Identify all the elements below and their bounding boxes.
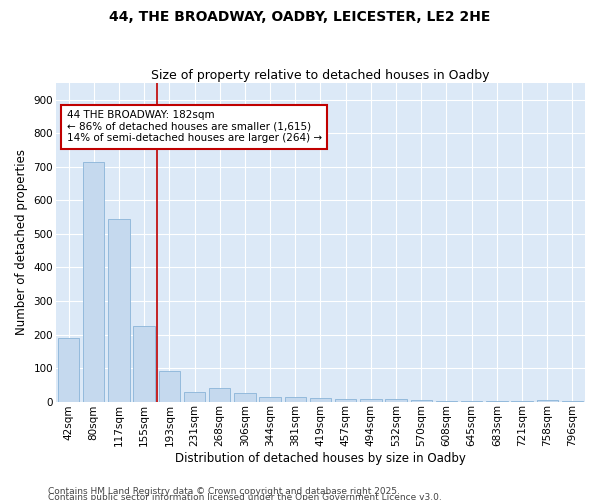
Bar <box>58 338 79 402</box>
Bar <box>360 399 382 402</box>
Bar <box>259 397 281 402</box>
Bar <box>310 398 331 402</box>
Bar <box>83 162 104 402</box>
X-axis label: Distribution of detached houses by size in Oadby: Distribution of detached houses by size … <box>175 452 466 465</box>
Bar <box>335 399 356 402</box>
Bar <box>436 401 457 402</box>
Bar <box>133 326 155 402</box>
Text: 44 THE BROADWAY: 182sqm
← 86% of detached houses are smaller (1,615)
14% of semi: 44 THE BROADWAY: 182sqm ← 86% of detache… <box>67 110 322 144</box>
Bar <box>234 394 256 402</box>
Bar <box>385 399 407 402</box>
Bar <box>410 400 432 402</box>
Title: Size of property relative to detached houses in Oadby: Size of property relative to detached ho… <box>151 69 490 82</box>
Bar <box>209 388 230 402</box>
Text: 44, THE BROADWAY, OADBY, LEICESTER, LE2 2HE: 44, THE BROADWAY, OADBY, LEICESTER, LE2 … <box>109 10 491 24</box>
Text: Contains public sector information licensed under the Open Government Licence v3: Contains public sector information licen… <box>48 493 442 500</box>
Bar <box>108 219 130 402</box>
Bar <box>158 372 180 402</box>
Bar <box>284 397 306 402</box>
Text: Contains HM Land Registry data © Crown copyright and database right 2025.: Contains HM Land Registry data © Crown c… <box>48 487 400 496</box>
Bar <box>536 400 558 402</box>
Y-axis label: Number of detached properties: Number of detached properties <box>15 150 28 336</box>
Bar <box>184 392 205 402</box>
